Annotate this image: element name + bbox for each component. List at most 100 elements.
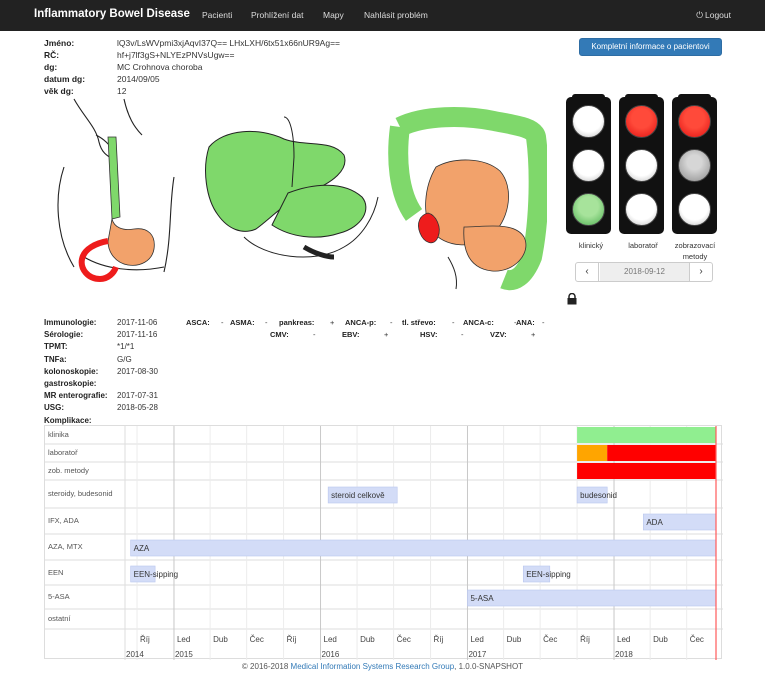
logout-link[interactable]: ⏻ Logout <box>696 10 731 21</box>
month-tick-label: Led <box>617 635 630 644</box>
therapy-bar-label: EEN-sipping <box>134 570 178 579</box>
therapy-bar-label: ADA <box>646 518 663 527</box>
ascending-colon-segment <box>388 125 423 221</box>
exam-label: kolonoskopie: <box>44 366 99 376</box>
colon-outline <box>243 196 379 258</box>
month-tick-label: Říj <box>140 635 150 644</box>
timeline-chart: Říj Led Dub Čec Říj Led Dub Čec Říj Led Dub Čec Říj L… <box>45 426 723 660</box>
month-tick-label: Čec <box>397 635 411 644</box>
chevron-left-icon[interactable]: ‹ <box>576 263 599 281</box>
anatomy-svg <box>57 98 549 291</box>
exam-label: gastroskopie: <box>44 379 97 388</box>
month-tick-label: Čec <box>543 635 557 644</box>
antibody-name: HSV: <box>420 330 438 339</box>
date-navigator: ‹ 2018-09-12 › <box>575 262 713 282</box>
patient-age-label: věk dg: <box>44 86 74 96</box>
antibody-name: ANCA-c: <box>463 318 494 327</box>
nav-link-nahlasit-problem[interactable]: Nahlásit problém <box>364 10 428 20</box>
antibody-value: - <box>514 318 517 327</box>
stomach-green-drawing <box>271 184 367 238</box>
month-tick-label: Dub <box>653 635 668 644</box>
exam-value: *1/*1 <box>117 342 135 352</box>
esophagus-line <box>283 116 295 188</box>
track-label: 5-ASA <box>48 592 70 601</box>
month-tick-label: Led <box>177 635 190 644</box>
patient-name-value: lQ3v/LsWVpmi3xjAqvI37Q== LHxLXH/6tx51x66… <box>117 38 341 48</box>
ileum-segment <box>463 225 527 272</box>
esophagus-segment <box>107 136 121 220</box>
month-tick-label: Říj <box>287 635 297 644</box>
exam-label: Immunologie: <box>44 318 97 327</box>
therapy-bar[interactable] <box>467 589 717 607</box>
footer-version: , 1.0.0-SNAPSHOT <box>454 662 524 671</box>
patient-dg-date-value: 2014/09/05 <box>117 74 160 84</box>
exam-label: TNFa: <box>44 354 67 364</box>
track-label: EEN <box>48 567 64 577</box>
status-bar <box>577 445 608 461</box>
navbar: Inflammatory Bowel Disease Pacienti Proh… <box>0 0 765 31</box>
month-tick-label: Čec <box>690 635 704 644</box>
patient-name-label: Jméno: <box>44 38 75 48</box>
colon-segment <box>395 107 549 291</box>
antibody-name: VZV: <box>490 330 507 339</box>
exam-label: TPMT: <box>44 342 68 352</box>
light-clinical-3 <box>572 193 605 226</box>
status-bar <box>607 445 716 461</box>
full-patient-info-button[interactable]: Kompletní informace o pacientovi <box>579 38 722 56</box>
month-tick-label: Dub <box>360 635 375 644</box>
traffic-light-laboratory <box>619 94 664 234</box>
rectum-outline <box>447 256 457 290</box>
therapy-bar-label: 5-ASA <box>470 594 494 603</box>
traffic-light-imaging <box>672 94 717 234</box>
patient-dg-value: MC Crohnova choroba <box>117 62 203 72</box>
therapy-bar-label: steroid celkově <box>331 491 385 500</box>
month-tick-label: Čec <box>250 635 264 644</box>
exam-label: Sérologie: <box>44 330 84 340</box>
footer-link[interactable]: Medical Information Systems Research Gro… <box>290 662 455 671</box>
anatomy-illustration[interactable] <box>44 97 549 294</box>
antibody-value: - <box>542 318 545 327</box>
therapy-bar[interactable] <box>130 565 156 583</box>
antibody-value: - <box>452 318 455 327</box>
nav-link-pacienti[interactable]: Pacienti <box>202 10 233 20</box>
therapy-bar-label: EEN-sipping <box>526 570 570 579</box>
light-laboratory-2 <box>625 149 658 182</box>
exam-value: 2018-05-28 <box>117 403 158 413</box>
exam-label: MR enterografie: <box>44 391 108 401</box>
antibody-value: - <box>265 318 268 327</box>
track-label: IFX, ADA <box>48 516 79 525</box>
therapy-bar[interactable] <box>130 539 717 557</box>
stomach-segment <box>107 218 155 266</box>
track-label: AZA, MTX <box>48 542 83 551</box>
month-tick-label: Led <box>324 635 337 644</box>
lock-icon[interactable] <box>566 293 578 305</box>
patient-rc-value: hf+j7lf3gS+NLYEzPNVsUgw== <box>117 50 235 60</box>
nav-link-mapy[interactable]: Mapy <box>323 10 344 20</box>
track-label: ostatní <box>48 614 71 623</box>
brand-link[interactable]: Inflammatory Bowel Disease <box>34 8 190 20</box>
therapy-bar-label: AZA <box>134 544 150 553</box>
antibody-value: + <box>330 318 335 327</box>
exam-value: 2017-11-16 <box>117 330 158 340</box>
antibody-name: EBV: <box>342 330 360 339</box>
chevron-right-icon[interactable]: › <box>689 263 712 281</box>
light-label-imaging: zobrazovací metody <box>674 241 716 261</box>
therapy-bar[interactable] <box>522 565 551 583</box>
current-date-field[interactable]: 2018-09-12 <box>600 263 689 281</box>
therapy-bar[interactable] <box>327 486 398 504</box>
light-imaging-3 <box>678 193 711 226</box>
antibody-name: ANCA-p: <box>345 318 377 327</box>
month-tick-label: Led <box>470 635 483 644</box>
antibody-value: + <box>531 330 536 339</box>
year-tick-label: 2018 <box>615 650 633 659</box>
light-clinical-2 <box>572 149 605 182</box>
patient-age-value: 12 <box>117 86 127 96</box>
track-label: zob. metody <box>48 466 89 475</box>
track-label: klinika <box>48 430 69 439</box>
therapy-bar[interactable] <box>576 486 608 504</box>
nav-link-prohlizeni-dat[interactable]: Prohlížení dat <box>251 10 304 20</box>
vessel-drawing <box>302 244 335 260</box>
terminal-ileum-segment <box>418 212 440 244</box>
status-lights-panel <box>566 94 722 237</box>
antibody-name: tl. střevo: <box>402 318 436 327</box>
